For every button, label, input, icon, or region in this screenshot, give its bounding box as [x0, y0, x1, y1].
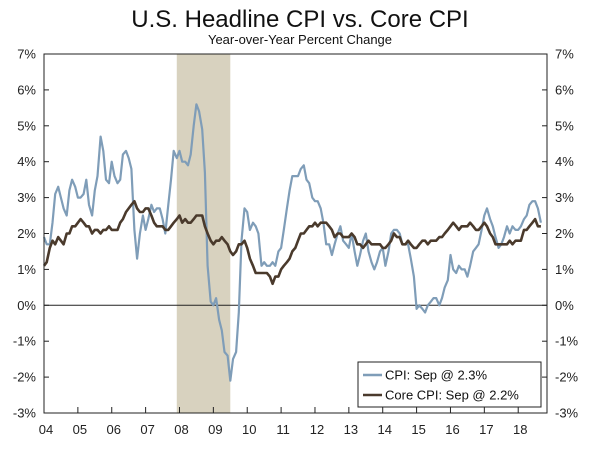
y-tick-label-right: 3%: [555, 190, 574, 205]
y-tick-label-left: 0%: [17, 298, 36, 313]
y-tick-label-right: 2%: [555, 226, 574, 241]
legend-box: [357, 361, 542, 408]
y-tick-label-left: -2%: [13, 370, 37, 385]
x-tick-label: 07: [140, 422, 154, 437]
x-tick-label: 11: [276, 422, 290, 437]
chart-title: U.S. Headline CPI vs. Core CPI: [131, 6, 468, 33]
legend: CPI: Sep @ 2.3% Core CPI: Sep @ 2.2%: [357, 361, 542, 408]
y-tick-label-left: 5%: [17, 118, 36, 133]
y-tick-label-left: 6%: [17, 82, 36, 97]
legend-label-core-cpi: Core CPI: Sep @ 2.2%: [385, 388, 519, 403]
y-tick-label-right: -3%: [555, 406, 579, 421]
x-tick-label: 10: [242, 422, 256, 437]
y-tick-label-right: 4%: [555, 154, 574, 169]
y-axis-right: -3% -2% -1% 0% 1% 2% 3% 4% 5% 6% 7%: [542, 47, 579, 421]
y-tick-label-left: 1%: [17, 262, 36, 277]
y-tick-label-left: 3%: [17, 190, 36, 205]
x-tick-label: 16: [445, 422, 459, 437]
x-tick-label: 08: [174, 422, 188, 437]
y-tick-label-right: -1%: [555, 334, 579, 349]
y-tick-label-right: 6%: [555, 82, 574, 97]
y-tick-label-right: 0%: [555, 298, 574, 313]
x-tick-label: 18: [513, 422, 527, 437]
x-tick-label: 13: [344, 422, 358, 437]
y-tick-label-left: -3%: [13, 406, 37, 421]
y-axis-left: -3% -2% -1% 0% 1% 2% 3% 4% 5% 6% 7%: [13, 47, 49, 421]
plot-frame: [43, 53, 548, 414]
series-line-cpi: [42, 103, 542, 382]
x-tick-label: 06: [107, 422, 121, 437]
series-group: [42, 103, 542, 382]
y-tick-label-right: 7%: [555, 47, 574, 62]
y-tick-label-left: 4%: [17, 154, 36, 169]
y-tick-label-right: 5%: [555, 118, 574, 133]
x-axis: 04 05 06 07 08 09 10 11 12 13 14 15 16 17 18: [39, 407, 527, 437]
x-tick-label: 12: [310, 422, 324, 437]
x-tick-label: 05: [73, 422, 87, 437]
y-tick-label-left: 2%: [17, 226, 36, 241]
y-tick-label-left: 7%: [17, 47, 36, 62]
y-tick-label-right: 1%: [555, 262, 574, 277]
series-line-core-cpi: [42, 199, 541, 286]
x-tick-label: 17: [479, 422, 493, 437]
x-tick-label: 14: [378, 422, 392, 437]
chart-subtitle: Year-over-Year Percent Change: [208, 32, 392, 47]
legend-label-cpi: CPI: Sep @ 2.3%: [385, 368, 488, 383]
y-tick-label-left: -1%: [13, 334, 37, 349]
y-tick-label-right: -2%: [555, 370, 579, 385]
recession-band: [176, 54, 231, 413]
x-tick-label: 15: [411, 422, 425, 437]
x-tick-label: 04: [39, 422, 53, 437]
x-tick-label: 09: [208, 422, 222, 437]
